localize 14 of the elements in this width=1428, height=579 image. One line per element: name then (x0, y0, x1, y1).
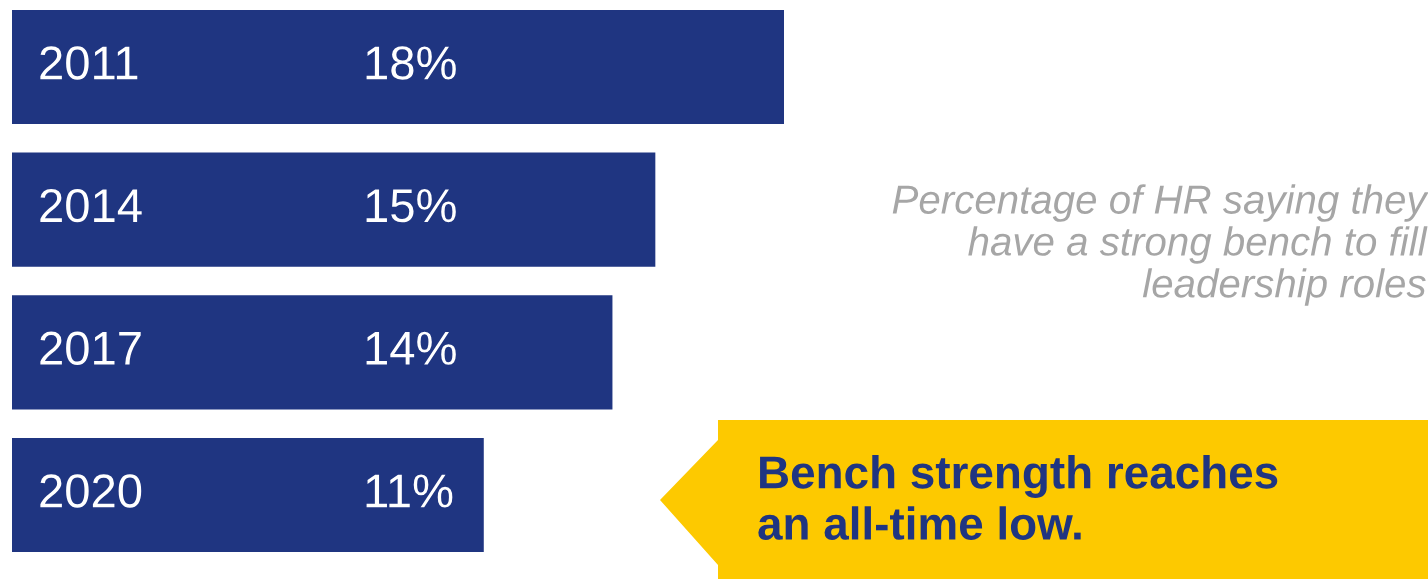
y-tick-label: 2011 (40, 46, 138, 80)
data-label: 11% (366, 474, 453, 508)
y-tick-label: 2017 (40, 331, 141, 366)
data-label: 14% (366, 331, 456, 365)
bar (12, 9, 784, 125)
bar (12, 152, 656, 267)
bar (12, 437, 484, 553)
text: Percentage of HR saying they have a strong bench to fill leadership roles (892, 184, 1428, 306)
annotation: Bench strength reaches an all-time low. (758, 455, 1278, 540)
data-label: 18% (366, 46, 456, 80)
y-tick-label: 2020 (40, 474, 142, 508)
bar (12, 295, 613, 410)
data-label: 15% (366, 189, 456, 223)
y-tick-label: 2014 (40, 188, 142, 223)
